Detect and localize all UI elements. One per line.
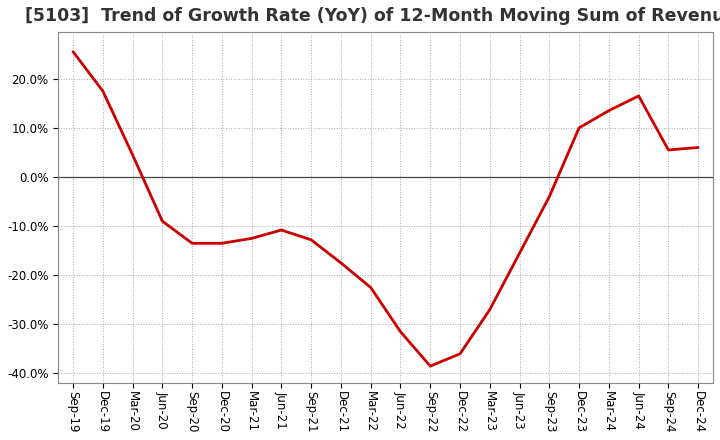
Title: [5103]  Trend of Growth Rate (YoY) of 12-Month Moving Sum of Revenues: [5103] Trend of Growth Rate (YoY) of 12-…: [24, 7, 720, 25]
